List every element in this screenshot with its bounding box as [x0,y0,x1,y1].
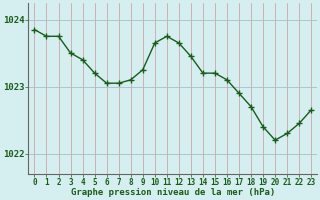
X-axis label: Graphe pression niveau de la mer (hPa): Graphe pression niveau de la mer (hPa) [71,188,275,197]
